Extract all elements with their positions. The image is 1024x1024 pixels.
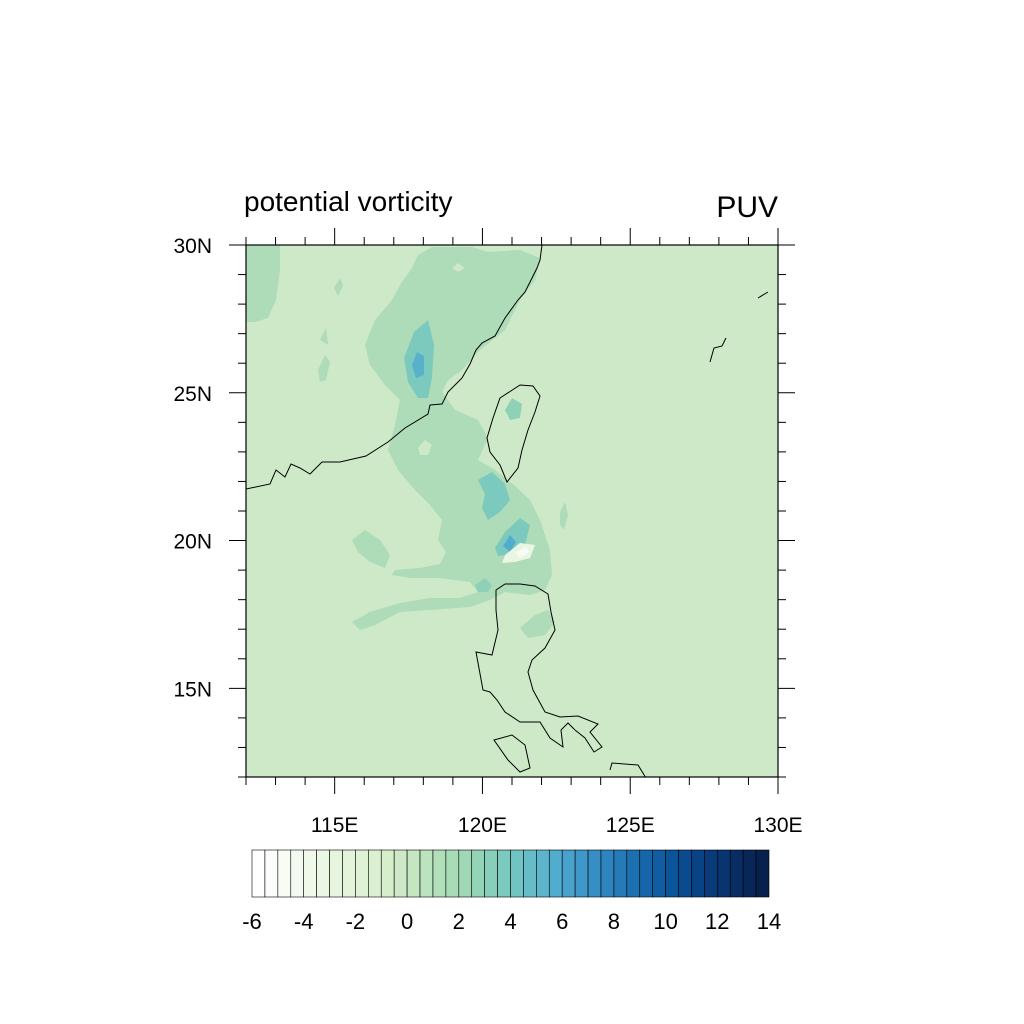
coastline-mindoro <box>493 734 531 773</box>
colorbar-box <box>497 849 511 898</box>
colorbar-box <box>342 849 356 898</box>
coastline-samar <box>609 762 646 777</box>
colorbar-box <box>574 849 589 898</box>
colorbar-box <box>368 849 382 898</box>
colorbar-box <box>548 849 563 898</box>
colorbar-box <box>264 849 279 898</box>
colorbar-box <box>600 849 615 898</box>
right-title: PUV <box>716 191 778 224</box>
colorbar-label: 14 <box>757 909 781 934</box>
coastline-luzon <box>475 583 603 753</box>
lon-tick-label: 125E <box>606 814 655 837</box>
colorbar-labels: -6 -4 -2 0 2 4 6 8 10 12 14 <box>242 909 781 934</box>
colorbar-label: -6 <box>242 909 262 934</box>
colorbar-box <box>380 849 395 898</box>
colorbar-box <box>523 849 537 898</box>
colorbar-label: 4 <box>504 909 516 934</box>
colorbar-box <box>665 849 679 898</box>
pv-contour-region <box>515 547 529 558</box>
colorbar-box <box>639 849 653 898</box>
colorbar-box <box>587 849 602 898</box>
pv-contour-region <box>320 328 328 345</box>
colorbar-box <box>471 849 485 898</box>
coastline-mainland <box>246 245 543 490</box>
colorbar-label: -2 <box>346 909 366 934</box>
pv-contour-region <box>246 245 280 322</box>
pv-contour-region <box>505 398 522 420</box>
colorbar-label: 0 <box>401 909 413 934</box>
lon-tick-label: 115E <box>311 814 359 837</box>
colorbar-box <box>613 849 628 898</box>
pv-contour-region <box>352 247 552 630</box>
colorbar-label: 8 <box>608 909 620 934</box>
colorbar-label: 10 <box>653 909 677 934</box>
pv-contour-region <box>475 578 492 592</box>
colorbar-box <box>561 849 576 898</box>
colorbar-box <box>432 849 447 898</box>
colorbar-box <box>458 849 473 898</box>
colorbar-box <box>510 849 524 898</box>
coastlines <box>246 245 769 777</box>
colorbar-box <box>716 849 731 898</box>
colorbar-label: 12 <box>705 909 729 934</box>
colorbar-box <box>329 849 343 898</box>
colorbar-box <box>406 849 421 898</box>
pv-contour-region <box>418 440 432 455</box>
colorbar-label: -4 <box>294 909 314 934</box>
coastline-taiwan <box>486 384 541 483</box>
colorbar-box <box>290 849 304 898</box>
colorbar-box <box>316 849 330 898</box>
colorbar-box <box>742 849 757 898</box>
pv-contour-region <box>560 502 568 530</box>
colorbar-box <box>355 849 369 898</box>
pv-contour-field <box>246 245 778 777</box>
colorbar-box <box>536 849 550 898</box>
colorbar-box <box>652 849 666 898</box>
axis-labels: 115E 120E 125E 130E 30N 25N 20N 15N <box>173 235 802 837</box>
pv-contour-region <box>352 530 390 568</box>
colorbar-box <box>704 849 718 898</box>
axis-ticks <box>229 228 795 794</box>
colorbar-box <box>678 849 692 898</box>
lat-tick-label: 25N <box>173 383 212 406</box>
left-title: potential vorticity <box>244 186 453 217</box>
pv-contour-region <box>334 278 343 296</box>
pv-contour-region <box>452 263 465 272</box>
lat-tick-label: 20N <box>173 531 212 554</box>
colorbar-box <box>626 849 641 898</box>
colorbar <box>251 849 770 898</box>
coastline-islet <box>709 337 727 363</box>
coastline-islet <box>757 291 769 299</box>
lat-tick-label: 30N <box>173 235 212 258</box>
colorbar-box <box>251 849 266 898</box>
colorbar-box <box>277 849 292 898</box>
pv-contour-region <box>503 535 516 552</box>
colorbar-box <box>691 849 705 898</box>
colorbar-label: 2 <box>453 909 465 934</box>
pv-contour-region <box>412 352 424 378</box>
colorbar-box <box>303 849 317 898</box>
colorbar-box <box>445 849 460 898</box>
pv-contour-region <box>520 610 555 638</box>
colorbar-box <box>393 849 408 898</box>
colorbar-box <box>729 849 744 898</box>
lat-tick-label: 15N <box>173 678 212 701</box>
lon-tick-label: 130E <box>753 814 802 837</box>
lon-tick-label: 120E <box>458 814 507 837</box>
colorbar-box <box>755 849 770 898</box>
colorbar-box <box>419 849 434 898</box>
colorbar-box <box>484 849 498 898</box>
pv-contour-region <box>318 355 330 382</box>
pv-contour-region <box>478 472 510 520</box>
colorbar-label: 6 <box>556 909 568 934</box>
